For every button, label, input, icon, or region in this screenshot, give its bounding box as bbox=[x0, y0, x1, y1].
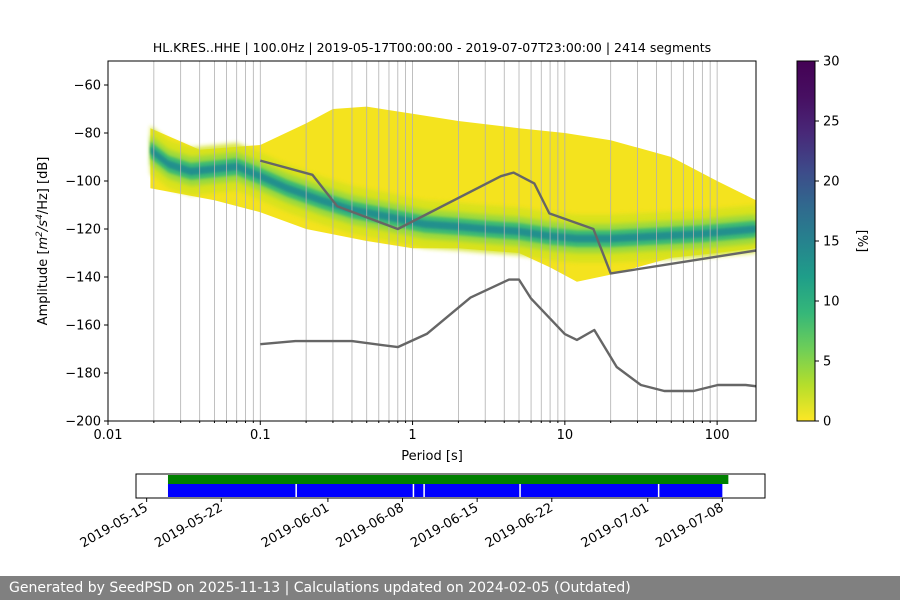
timeline-gap bbox=[412, 484, 415, 497]
density-heatmap bbox=[150, 106, 756, 282]
timeline-tick-label: 2019-05-22 bbox=[152, 500, 225, 551]
psd-plot: 0.01 0.1 1 10 100 −60 −80 −100 −120 −140 −160 −180… bbox=[65, 60, 757, 443]
timeline-tick-label: 2019-06-08 bbox=[334, 500, 407, 551]
colorbar-label: [%] bbox=[854, 230, 869, 253]
timeline-gap bbox=[657, 484, 660, 497]
timeline-gap bbox=[295, 484, 297, 497]
x-axis-ticks: 0.01 0.1 1 10 100 bbox=[94, 421, 730, 443]
y-axis-label-m: m bbox=[36, 237, 51, 250]
y-tick-label: −120 bbox=[65, 223, 101, 238]
y-axis-label: Amplitude [m2/s4/Hz] [dB] bbox=[35, 157, 51, 326]
timeline-tick-label: 2019-06-15 bbox=[408, 500, 481, 551]
availability-timeline: 2019-05-15 2019-05-22 2019-06-01 2019-06-08… bbox=[78, 473, 766, 551]
colorbar-tick-label: 20 bbox=[823, 175, 840, 190]
seedpsd-figure: HL.KRES..HHE | 100.0Hz | 2019-05-17T00:0… bbox=[35, 40, 869, 551]
y-tick-label: −160 bbox=[65, 319, 101, 334]
timeline-tick-label: 2019-07-01 bbox=[579, 500, 652, 551]
x-tick-label: 0.1 bbox=[250, 428, 271, 443]
timeline-date-ticks: 2019-05-15 2019-05-22 2019-06-01 2019-06-08… bbox=[78, 498, 726, 551]
y-axis-label-mid: /s bbox=[36, 220, 51, 232]
y-tick-label: −100 bbox=[65, 175, 101, 190]
timeline-bar-green bbox=[167, 475, 729, 484]
low-noise-model-line bbox=[260, 278, 756, 393]
y-tick-label: −60 bbox=[74, 79, 101, 94]
colorbar: 0 5 10 15 20 25 30 [%] bbox=[796, 55, 869, 430]
timeline-bar-blue bbox=[167, 484, 723, 497]
y-axis-label-sup1: 2 bbox=[35, 231, 45, 237]
x-tick-label: 0.01 bbox=[94, 428, 123, 443]
y-tick-label: −180 bbox=[65, 367, 101, 382]
timeline-tick-label: 2019-05-15 bbox=[78, 500, 151, 551]
chart-title: HL.KRES..HHE | 100.0Hz | 2019-05-17T00:0… bbox=[153, 40, 711, 55]
colorbar-tick-label: 10 bbox=[823, 295, 840, 310]
timeline-gap bbox=[423, 484, 425, 497]
noise-models bbox=[259, 159, 756, 393]
colorbar-tick-label: 25 bbox=[823, 115, 840, 130]
y-axis-label-pre: Amplitude [ bbox=[36, 249, 51, 325]
colorbar-tick-label: 15 bbox=[823, 235, 840, 250]
y-axis-label-sup2: 4 bbox=[35, 214, 45, 220]
timeline-tick-label: 2019-06-01 bbox=[259, 500, 332, 551]
y-tick-label: −200 bbox=[65, 415, 101, 430]
plot-frame bbox=[107, 60, 757, 422]
x-tick-label: 1 bbox=[408, 428, 416, 443]
colorbar-ticks: 0 5 10 15 20 25 30 bbox=[815, 55, 840, 430]
timeline-bars bbox=[167, 475, 729, 497]
colorbar-tick-label: 5 bbox=[823, 355, 831, 370]
y-axis-label-post: /Hz] [dB] bbox=[36, 157, 51, 215]
y-axis-ticks: −60 −80 −100 −120 −140 −160 −180 −200 bbox=[65, 79, 108, 430]
footer-status-bar: Generated by SeedPSD on 2025-11-13 | Cal… bbox=[0, 576, 900, 600]
timeline-gap bbox=[519, 484, 521, 497]
colorbar-gradient bbox=[796, 60, 816, 422]
x-tick-label: 10 bbox=[557, 428, 574, 443]
grid-lines bbox=[153, 61, 718, 421]
x-tick-label: 100 bbox=[705, 428, 730, 443]
colorbar-tick-label: 0 bbox=[823, 415, 831, 430]
high-noise-model-line bbox=[259, 159, 756, 275]
x-axis-label: Period [s] bbox=[401, 449, 463, 464]
colorbar-tick-label: 30 bbox=[823, 55, 840, 70]
y-tick-label: −80 bbox=[74, 127, 101, 142]
density-band-core bbox=[150, 146, 756, 243]
y-tick-label: −140 bbox=[65, 271, 101, 286]
timeline-tick-label: 2019-07-08 bbox=[653, 500, 726, 551]
timeline-tick-label: 2019-06-22 bbox=[483, 500, 556, 551]
